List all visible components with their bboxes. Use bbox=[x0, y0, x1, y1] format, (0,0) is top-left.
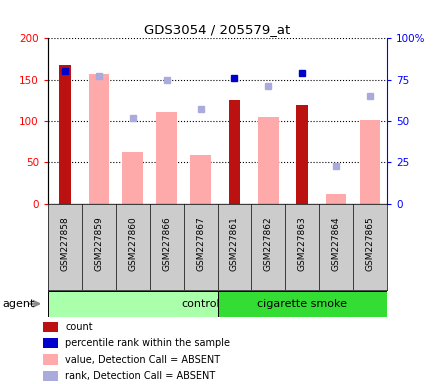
Text: percentile rank within the sample: percentile rank within the sample bbox=[65, 338, 230, 348]
Bar bbox=[43, 371, 58, 381]
Text: GSM227860: GSM227860 bbox=[128, 217, 137, 271]
Text: cigarette smoke: cigarette smoke bbox=[257, 299, 346, 309]
Text: GSM227867: GSM227867 bbox=[196, 217, 204, 271]
Text: GSM227864: GSM227864 bbox=[331, 217, 340, 271]
Bar bbox=[326, 194, 345, 204]
FancyBboxPatch shape bbox=[217, 291, 386, 317]
Text: GSM227866: GSM227866 bbox=[162, 217, 171, 271]
Text: GSM227859: GSM227859 bbox=[94, 217, 103, 271]
Text: GSM227862: GSM227862 bbox=[263, 217, 272, 271]
Text: value, Detection Call = ABSENT: value, Detection Call = ABSENT bbox=[65, 354, 220, 364]
Bar bbox=[59, 65, 71, 204]
Text: GSM227861: GSM227861 bbox=[230, 217, 238, 271]
Text: GSM227865: GSM227865 bbox=[365, 217, 374, 271]
Bar bbox=[190, 155, 210, 204]
Bar bbox=[43, 354, 58, 365]
FancyBboxPatch shape bbox=[48, 291, 217, 317]
Bar bbox=[359, 120, 379, 204]
Text: GSM227863: GSM227863 bbox=[297, 217, 306, 271]
Bar bbox=[296, 105, 308, 204]
Bar bbox=[258, 117, 278, 204]
Bar bbox=[228, 100, 240, 204]
Bar bbox=[156, 112, 176, 204]
Bar bbox=[43, 322, 58, 332]
Text: count: count bbox=[65, 322, 93, 332]
Title: GDS3054 / 205579_at: GDS3054 / 205579_at bbox=[144, 23, 290, 36]
Text: GSM227858: GSM227858 bbox=[60, 217, 69, 271]
Text: rank, Detection Call = ABSENT: rank, Detection Call = ABSENT bbox=[65, 371, 215, 381]
Text: agent: agent bbox=[2, 299, 34, 309]
Bar bbox=[122, 152, 142, 204]
Bar bbox=[43, 338, 58, 348]
Text: control: control bbox=[181, 299, 219, 309]
Bar bbox=[89, 74, 108, 204]
